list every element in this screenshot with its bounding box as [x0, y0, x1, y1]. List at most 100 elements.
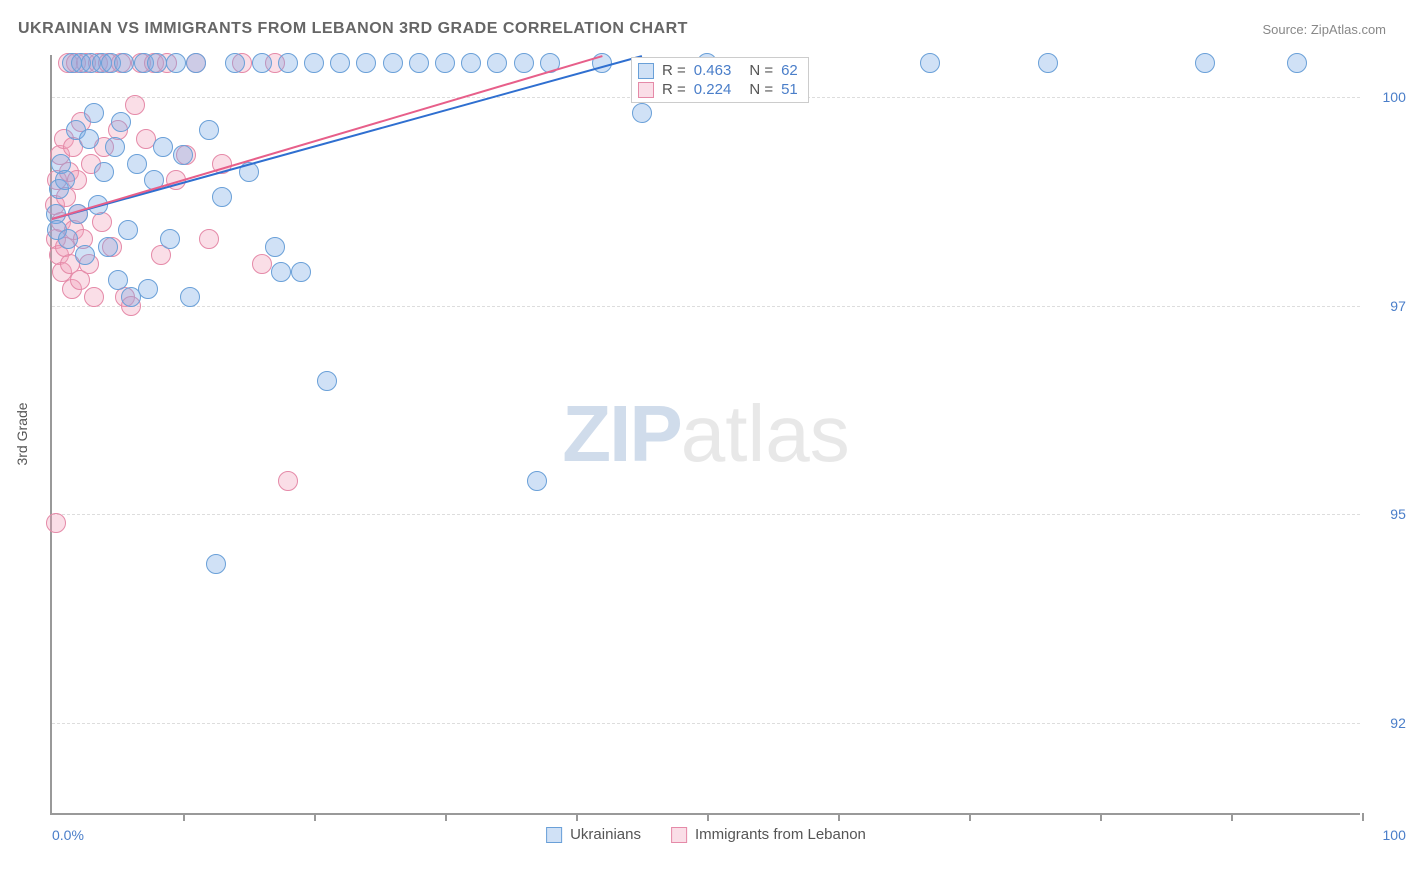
data-point [252, 254, 272, 274]
data-point [84, 287, 104, 307]
gridline [52, 514, 1360, 515]
stats-r-label: R = [662, 62, 686, 79]
data-point [527, 471, 547, 491]
data-point [330, 53, 350, 73]
stats-n-label: N = [749, 62, 773, 79]
y-tick-label: 92.5% [1370, 715, 1406, 731]
data-point [147, 53, 167, 73]
data-point [94, 162, 114, 182]
data-point [632, 103, 652, 123]
x-tick [1362, 813, 1364, 821]
legend-item: Ukrainians [546, 826, 641, 843]
data-point [153, 137, 173, 157]
data-point [1038, 53, 1058, 73]
legend-item: Immigrants from Lebanon [671, 826, 866, 843]
data-point [111, 112, 131, 132]
stats-box: R = 0.463 N = 62R = 0.224 N = 51 [631, 57, 809, 103]
legend-label: Immigrants from Lebanon [695, 826, 866, 843]
data-point [409, 53, 429, 73]
data-point [173, 145, 193, 165]
gridline [52, 306, 1360, 307]
data-point [160, 229, 180, 249]
data-point [265, 237, 285, 257]
data-point [118, 220, 138, 240]
chart-title: UKRAINIAN VS IMMIGRANTS FROM LEBANON 3RD… [18, 20, 688, 38]
legend-label: Ukrainians [570, 826, 641, 843]
legend-swatch-icon [638, 82, 654, 98]
y-tick-label: 97.5% [1370, 298, 1406, 314]
chart-container: UKRAINIAN VS IMMIGRANTS FROM LEBANON 3RD… [0, 0, 1406, 892]
watermark-atlas: atlas [681, 389, 850, 478]
plot-area: 3rd Grade ZIPatlas 0.0% 100.0% Ukrainian… [50, 55, 1360, 815]
data-point [55, 170, 75, 190]
data-point [920, 53, 940, 73]
legend-swatch-icon [671, 827, 687, 843]
data-point [114, 53, 134, 73]
y-tick-label: 100.0% [1370, 89, 1406, 105]
data-point [252, 53, 272, 73]
data-point [383, 53, 403, 73]
data-point [356, 53, 376, 73]
legend-swatch-icon [546, 827, 562, 843]
stats-row: R = 0.224 N = 51 [638, 81, 798, 98]
data-point [212, 187, 232, 207]
y-tick-label: 95.0% [1370, 506, 1406, 522]
x-axis-min-label: 0.0% [52, 827, 84, 843]
trend-line [52, 55, 603, 220]
data-point [304, 53, 324, 73]
x-tick [838, 813, 840, 821]
data-point [79, 129, 99, 149]
stats-r-value: 0.224 [694, 81, 732, 98]
data-point [278, 471, 298, 491]
data-point [225, 53, 245, 73]
data-point [127, 154, 147, 174]
data-point [166, 53, 186, 73]
x-tick [1231, 813, 1233, 821]
stats-row: R = 0.463 N = 62 [638, 62, 798, 79]
data-point [98, 237, 118, 257]
gridline [52, 723, 1360, 724]
stats-r-value: 0.463 [694, 62, 732, 79]
x-tick [576, 813, 578, 821]
data-point [46, 513, 66, 533]
stats-n-value: 51 [781, 81, 798, 98]
data-point [75, 245, 95, 265]
watermark-zip: ZIP [562, 389, 680, 478]
data-point [514, 53, 534, 73]
data-point [206, 554, 226, 574]
data-point [84, 103, 104, 123]
data-point [278, 53, 298, 73]
x-tick [445, 813, 447, 821]
x-tick [183, 813, 185, 821]
stats-n-label: N = [749, 81, 773, 98]
watermark: ZIPatlas [562, 388, 849, 480]
data-point [138, 279, 158, 299]
x-tick [314, 813, 316, 821]
data-point [199, 229, 219, 249]
stats-n-value: 62 [781, 62, 798, 79]
data-point [1287, 53, 1307, 73]
legend-swatch-icon [638, 63, 654, 79]
data-point [58, 229, 78, 249]
data-point [1195, 53, 1215, 73]
data-point [461, 53, 481, 73]
x-tick [1100, 813, 1102, 821]
data-point [180, 287, 200, 307]
data-point [108, 270, 128, 290]
data-point [435, 53, 455, 73]
source-label: Source: ZipAtlas.com [1262, 22, 1386, 37]
x-tick [969, 813, 971, 821]
data-point [199, 120, 219, 140]
stats-r-label: R = [662, 81, 686, 98]
data-point [105, 137, 125, 157]
legend: Ukrainians Immigrants from Lebanon [546, 826, 866, 843]
data-point [271, 262, 291, 282]
data-point [291, 262, 311, 282]
data-point [186, 53, 206, 73]
data-point [317, 371, 337, 391]
data-point [487, 53, 507, 73]
y-axis-title: 3rd Grade [14, 402, 30, 465]
x-axis-max-label: 100.0% [1383, 827, 1406, 843]
x-tick [707, 813, 709, 821]
data-point [125, 95, 145, 115]
